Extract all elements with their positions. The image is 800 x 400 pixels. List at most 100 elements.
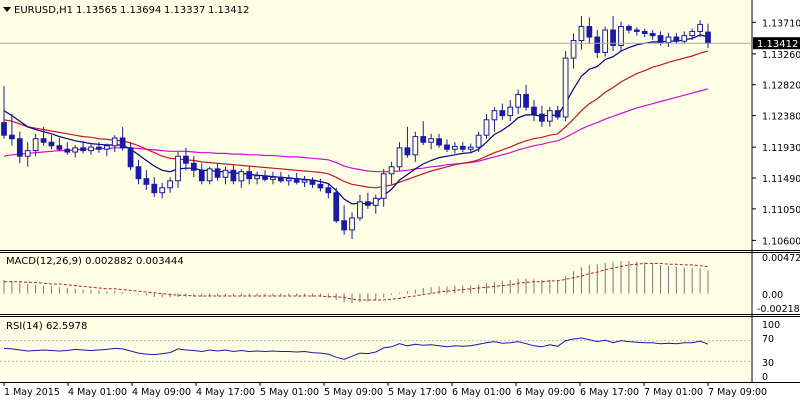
candle — [80, 140, 86, 154]
time-tick-label: 4 May 17:00 — [196, 387, 255, 398]
candle-body-bear — [586, 26, 593, 38]
time-tick-label: 4 May 09:00 — [132, 387, 191, 398]
candle — [159, 182, 166, 199]
candle — [254, 171, 260, 185]
price-tick-label: 1.11930 — [762, 143, 800, 154]
candle — [262, 170, 268, 182]
current-price-box — [753, 37, 800, 50]
candle-body-bull — [507, 106, 514, 117]
candle-body-bear — [293, 178, 300, 183]
candle-body-bull — [428, 138, 435, 143]
candle-body-bear — [1, 122, 7, 136]
macd-pane[interactable] — [0, 252, 752, 314]
candle — [24, 142, 31, 167]
candle — [270, 171, 276, 185]
candle — [388, 161, 395, 185]
candle-body-bull — [88, 146, 94, 152]
candle-body-bear — [436, 138, 442, 146]
candle-body-bear — [317, 183, 324, 189]
price-axis-ticks: 1.13710 1.13260 1.12820 1.12380 1.11930 1.114… — [752, 18, 800, 247]
candle — [412, 131, 419, 162]
rsi-title: RSI(14) 62.5978 — [6, 321, 87, 332]
macd-signal-line — [4, 262, 709, 301]
rsi-tick-70: 70 — [762, 334, 774, 345]
symbol-label[interactable]: EURUSD,H1 — [14, 5, 73, 16]
candle-body-bear — [626, 26, 632, 31]
candle-body-bear — [444, 144, 450, 150]
symbol-dropdown-icon[interactable] — [3, 7, 11, 12]
candle-body-bull — [618, 26, 624, 46]
candle — [183, 147, 189, 171]
candle — [40, 126, 47, 146]
candle — [523, 84, 529, 111]
candle-body-bear — [420, 136, 427, 143]
rsi-indicator — [0, 337, 752, 362]
candle-body-bull — [372, 197, 379, 206]
candle-body-bull — [491, 110, 498, 121]
candle-body-bull — [665, 36, 672, 44]
rsi-tick-0: 0 — [762, 372, 768, 383]
candle — [507, 100, 514, 122]
candle — [380, 168, 387, 207]
candle — [349, 212, 355, 239]
candle-body-bull — [570, 40, 577, 59]
macd-tick-max: 0.004725 — [762, 253, 800, 264]
candle-body-bull — [32, 138, 39, 152]
time-tick-label: 5 May 17:00 — [388, 387, 447, 398]
candle-body-bull — [159, 187, 166, 194]
candle — [119, 126, 126, 151]
candle-body-bear — [262, 175, 268, 180]
candle — [633, 27, 640, 36]
candle-body-bear — [610, 29, 616, 46]
time-tick-label: 6 May 01:00 — [452, 387, 511, 398]
candle-body-bear — [531, 106, 537, 115]
candle — [428, 133, 435, 150]
candle — [167, 177, 173, 193]
ohlc-open: 1.13565 — [76, 5, 117, 16]
candle-body-bull — [222, 169, 229, 178]
candlesticks — [1, 16, 711, 239]
candle-body-bull — [515, 94, 522, 108]
candle-body-bull — [546, 110, 553, 122]
candle — [238, 168, 245, 188]
candle-body-bull — [206, 168, 213, 182]
rsi-pane[interactable] — [0, 316, 752, 382]
candle — [515, 89, 522, 115]
candle — [143, 170, 150, 190]
candle — [467, 143, 474, 154]
price-tick-label: 1.13260 — [762, 50, 800, 61]
candle-body-bull — [602, 29, 609, 53]
ohlc-low: 1.13337 — [164, 5, 205, 16]
candle — [357, 194, 363, 221]
macd-title: MACD(12,26,9) 0.002882 0.003444 — [6, 256, 184, 267]
price-tick-label: 1.12820 — [762, 81, 800, 92]
candle — [206, 166, 213, 185]
candle — [317, 178, 324, 192]
candle — [293, 173, 300, 185]
candle-body-bear — [641, 30, 648, 35]
candle — [96, 142, 102, 153]
candle-body-bull — [111, 137, 118, 147]
candle-body-bull — [689, 30, 696, 37]
price-tick-label: 1.12380 — [762, 112, 800, 123]
candle — [48, 135, 55, 150]
candle-body-bear — [119, 137, 126, 149]
candle-body-bear — [230, 169, 237, 182]
candle — [626, 24, 632, 34]
candle-body-bear — [56, 145, 63, 150]
candle-body-bear — [16, 138, 23, 157]
candle-body-bear — [633, 29, 640, 32]
candle — [531, 100, 537, 122]
candle-body-bull — [452, 145, 458, 150]
ohlc-high: 1.13694 — [120, 5, 161, 16]
candle — [135, 159, 142, 185]
candle — [452, 142, 458, 154]
ohlc-close: 1.13412 — [208, 5, 249, 16]
candle — [277, 171, 284, 183]
candle-body-bear — [649, 33, 656, 37]
time-tick-label: 5 May 09:00 — [324, 387, 383, 398]
candle — [325, 182, 332, 199]
candle — [681, 31, 688, 45]
candle-body-bull — [270, 176, 276, 180]
